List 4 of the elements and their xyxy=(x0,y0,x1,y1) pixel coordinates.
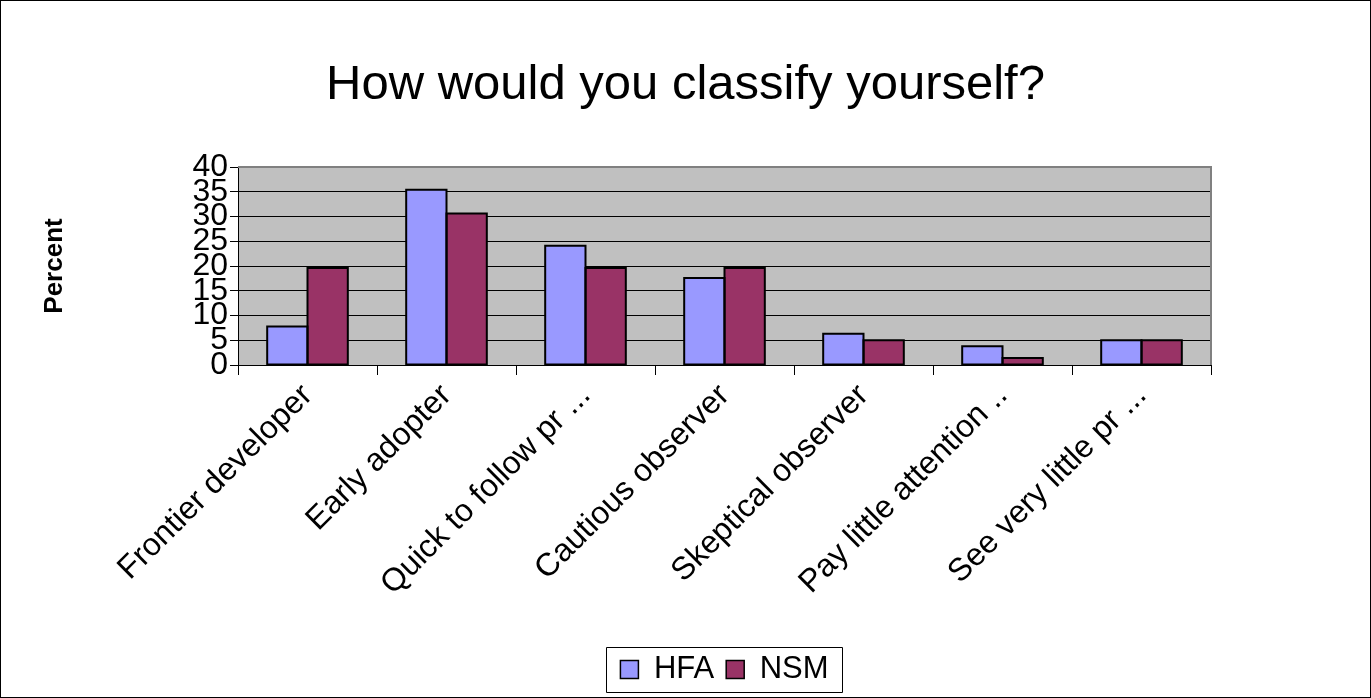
legend-label: NSM xyxy=(759,650,829,686)
y-axis-title: Percent xyxy=(37,217,68,314)
legend-label: HFA xyxy=(653,650,715,686)
chart-title: How would you classify yourself? xyxy=(326,54,1045,110)
